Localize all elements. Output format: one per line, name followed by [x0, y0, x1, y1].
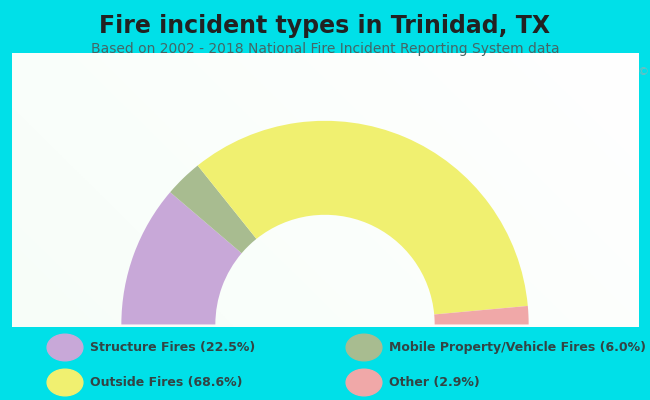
Ellipse shape — [346, 369, 382, 396]
Wedge shape — [434, 306, 528, 324]
Text: Mobile Property/Vehicle Fires (6.0%): Mobile Property/Vehicle Fires (6.0%) — [389, 341, 645, 354]
Text: Other (2.9%): Other (2.9%) — [389, 376, 480, 389]
Ellipse shape — [47, 369, 83, 396]
Text: Fire incident types in Trinidad, TX: Fire incident types in Trinidad, TX — [99, 14, 551, 38]
Text: Structure Fires (22.5%): Structure Fires (22.5%) — [90, 341, 255, 354]
Text: Outside Fires (68.6%): Outside Fires (68.6%) — [90, 376, 242, 389]
Text: © City-Data.com: © City-Data.com — [638, 67, 650, 77]
Text: Based on 2002 - 2018 National Fire Incident Reporting System data: Based on 2002 - 2018 National Fire Incid… — [91, 42, 559, 56]
Ellipse shape — [47, 334, 83, 361]
Wedge shape — [170, 166, 257, 253]
Wedge shape — [122, 192, 242, 324]
Ellipse shape — [346, 334, 382, 361]
Wedge shape — [198, 121, 528, 314]
